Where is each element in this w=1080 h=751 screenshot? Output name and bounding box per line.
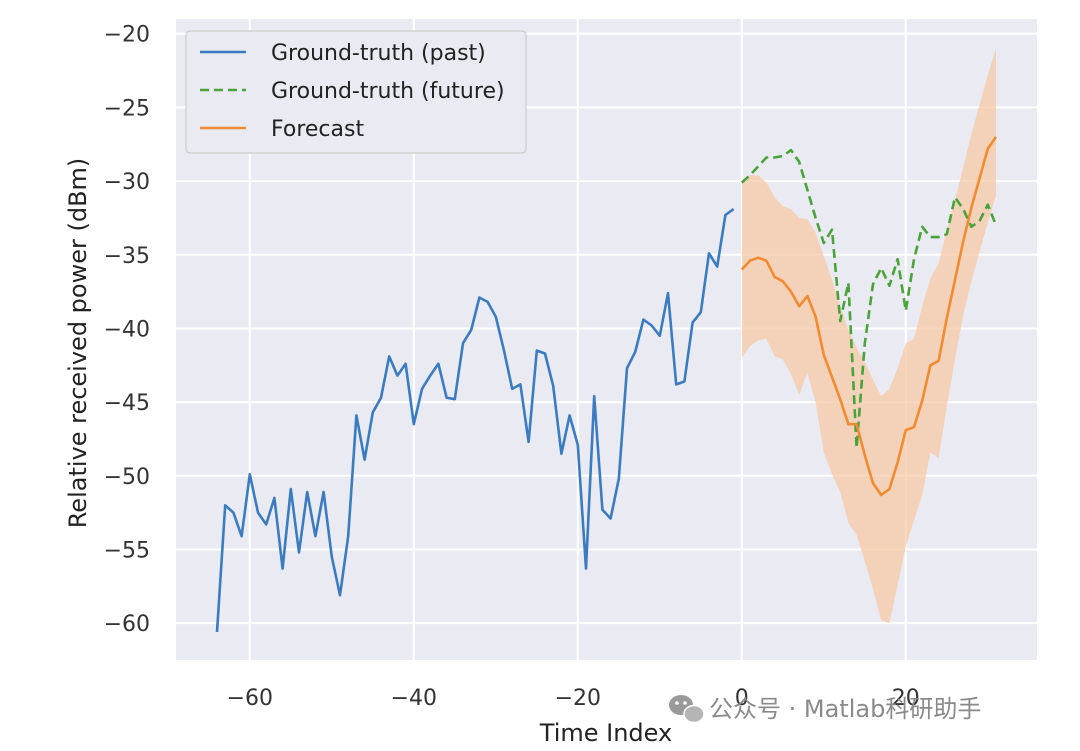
x-tick-label: 20 — [892, 686, 920, 711]
x-tick-label: −60 — [227, 686, 273, 711]
y-tick-label: −55 — [104, 538, 150, 563]
watermark-text: 公众号 · Matlab科研助手 — [709, 695, 981, 723]
y-tick-label: −25 — [104, 96, 150, 121]
series-line-future — [740, 148, 998, 450]
legend: Ground-truth (past) Ground-truth (future… — [185, 30, 527, 154]
y-tick-label: −45 — [104, 391, 150, 416]
y-axis-label: Relative received power (dBm) — [64, 158, 92, 529]
forecast-uncertainty-band — [741, 48, 996, 624]
legend-label-future: Ground-truth (future) — [271, 79, 505, 104]
legend-label-forecast: Forecast — [271, 117, 364, 142]
wechat-icon — [669, 695, 705, 724]
y-tick-label: −60 — [104, 612, 150, 637]
watermark: 公众号 · Matlab科研助手 — [669, 695, 981, 724]
legend-label-past: Ground-truth (past) — [271, 41, 486, 66]
forecast-band-layer — [741, 48, 996, 624]
y-tick-labels: −20 −25 −30 −35 −40 −45 −50 −55 −60 — [104, 23, 150, 637]
x-tick-label: −40 — [391, 686, 437, 711]
y-tick-label: −40 — [104, 317, 150, 342]
x-tick-labels: −60 −40 −20 0 20 — [227, 686, 920, 711]
series-line-past — [215, 208, 735, 633]
series-layer — [215, 136, 998, 633]
legend-frame — [185, 30, 527, 154]
y-tick-label: −20 — [104, 23, 150, 48]
y-tick-label: −30 — [104, 170, 150, 195]
y-tick-label: −35 — [104, 244, 150, 269]
x-tick-label: −20 — [555, 686, 601, 711]
x-tick-label: 0 — [735, 686, 749, 711]
series-line-forecast — [740, 136, 998, 497]
x-axis-label: Time Index — [539, 719, 672, 747]
y-tick-label: −50 — [104, 465, 150, 490]
